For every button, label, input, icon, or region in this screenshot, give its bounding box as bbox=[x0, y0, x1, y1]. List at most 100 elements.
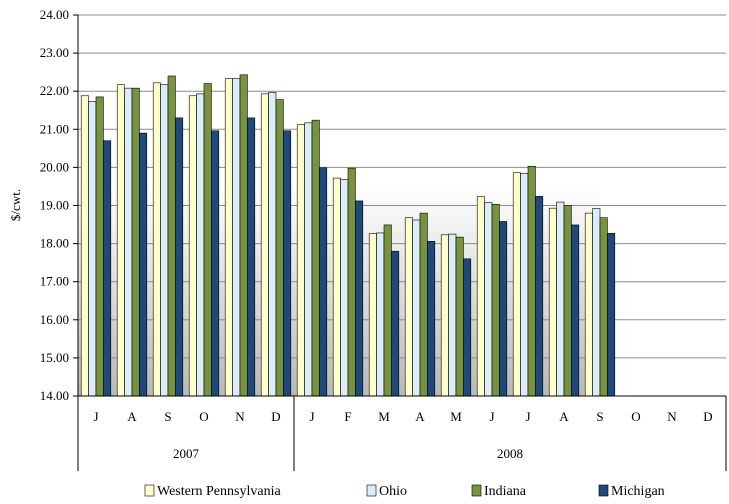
legend-label: Michigan bbox=[611, 484, 665, 499]
x-tick-label: A bbox=[127, 409, 137, 424]
y-tick-label: 22.00 bbox=[40, 83, 69, 98]
bar-indiana bbox=[275, 99, 284, 397]
y-tick-label: 20.00 bbox=[40, 159, 69, 174]
bar-michigan bbox=[319, 167, 328, 397]
x-tick-label: J bbox=[93, 409, 98, 424]
x-tick-label: N bbox=[235, 409, 245, 424]
bar-western-pennsylvania bbox=[224, 78, 233, 397]
bar-michigan bbox=[463, 258, 472, 397]
bar-ohio bbox=[340, 179, 349, 397]
legend-swatch bbox=[366, 484, 377, 497]
bar-indiana bbox=[203, 83, 212, 397]
bar-michigan bbox=[247, 117, 256, 397]
bar-indiana bbox=[167, 75, 176, 397]
bar-ohio bbox=[592, 208, 601, 397]
x-tick-label: F bbox=[344, 409, 351, 424]
bar-ohio bbox=[376, 232, 385, 397]
bar-ohio bbox=[268, 92, 277, 397]
x-tick-label: A bbox=[559, 409, 569, 424]
bar-ohio bbox=[556, 201, 565, 397]
bar-michigan bbox=[211, 130, 220, 397]
bar-indiana bbox=[311, 119, 320, 397]
bar-indiana bbox=[491, 204, 500, 397]
bar-western-pennsylvania bbox=[548, 207, 557, 397]
y-tick-label: 18.00 bbox=[40, 236, 69, 251]
legend-swatch bbox=[144, 484, 155, 497]
bar-michigan bbox=[175, 117, 184, 397]
x-tick-label: O bbox=[199, 409, 208, 424]
bar-ohio bbox=[124, 87, 133, 397]
bar-western-pennsylvania bbox=[188, 95, 197, 397]
bar-michigan bbox=[607, 233, 616, 397]
bar-michigan bbox=[427, 241, 436, 397]
bar-ohio bbox=[232, 78, 241, 397]
x-tick-label: M bbox=[378, 409, 390, 424]
bar-ohio bbox=[520, 173, 529, 397]
legend-label: Ohio bbox=[379, 484, 407, 499]
x-tick-label: D bbox=[703, 409, 712, 424]
bar-indiana bbox=[599, 217, 608, 397]
legend-label: Western Pennsylvania bbox=[157, 484, 281, 499]
x-tick-label: S bbox=[596, 409, 603, 424]
bar-indiana bbox=[563, 205, 572, 397]
bar-indiana bbox=[239, 74, 248, 397]
y-tick-label: 24.00 bbox=[40, 7, 69, 22]
y-tick-label: 16.00 bbox=[40, 312, 69, 327]
bar-indiana bbox=[455, 236, 464, 397]
bar-michigan bbox=[499, 221, 508, 397]
bar-western-pennsylvania bbox=[260, 93, 269, 397]
x-tick-label: J bbox=[309, 409, 314, 424]
x-tick-label: O bbox=[631, 409, 640, 424]
x-tick-label: D bbox=[271, 409, 280, 424]
legend-swatch bbox=[598, 484, 609, 497]
y-tick-label: 15.00 bbox=[40, 350, 69, 365]
x-tick-label: A bbox=[415, 409, 425, 424]
x-tick-label: N bbox=[667, 409, 677, 424]
bar-western-pennsylvania bbox=[152, 82, 161, 397]
legend-label: Indiana bbox=[484, 484, 527, 499]
bar-michigan bbox=[283, 130, 292, 397]
bar-ohio bbox=[484, 202, 493, 397]
bar-michigan bbox=[103, 140, 112, 397]
bar-western-pennsylvania bbox=[80, 95, 89, 397]
legend-swatch bbox=[471, 484, 482, 497]
bar-western-pennsylvania bbox=[404, 217, 413, 397]
y-tick-label: 23.00 bbox=[40, 45, 69, 60]
bar-ohio bbox=[88, 101, 97, 397]
y-tick-label: 14.00 bbox=[40, 388, 69, 403]
bar-ohio bbox=[196, 93, 205, 397]
bar-western-pennsylvania bbox=[476, 196, 485, 397]
x-tick-label: M bbox=[450, 409, 462, 424]
y-tick-label: 21.00 bbox=[40, 121, 69, 136]
x-tick-label: S bbox=[164, 409, 171, 424]
x-group-label: 2007 bbox=[173, 446, 200, 461]
bar-western-pennsylvania bbox=[116, 84, 125, 397]
bar-michigan bbox=[391, 250, 400, 397]
bar-michigan bbox=[139, 132, 148, 397]
bar-indiana bbox=[95, 96, 104, 397]
bar-western-pennsylvania bbox=[440, 234, 449, 397]
bar-ohio bbox=[304, 122, 313, 397]
bar-western-pennsylvania bbox=[368, 233, 377, 397]
bar-western-pennsylvania bbox=[296, 124, 305, 397]
bar-indiana bbox=[383, 224, 392, 397]
bar-western-pennsylvania bbox=[584, 212, 593, 397]
bar-western-pennsylvania bbox=[332, 177, 341, 397]
bar-indiana bbox=[347, 167, 356, 397]
bar-ohio bbox=[448, 233, 457, 397]
bar-michigan bbox=[571, 224, 580, 397]
y-tick-label: 17.00 bbox=[40, 274, 69, 289]
y-axis-title: $/cwt. bbox=[8, 189, 23, 221]
bar-michigan bbox=[535, 196, 544, 397]
bar-michigan bbox=[355, 200, 364, 397]
bar-ohio bbox=[412, 219, 421, 397]
x-group-label: 2008 bbox=[497, 446, 523, 461]
bar-ohio bbox=[160, 84, 169, 397]
y-tick-label: 19.00 bbox=[40, 198, 69, 213]
x-tick-label: J bbox=[525, 409, 530, 424]
bar-indiana bbox=[131, 87, 140, 397]
bar-indiana bbox=[419, 212, 428, 397]
x-tick-label: J bbox=[489, 409, 494, 424]
bar-western-pennsylvania bbox=[512, 172, 521, 397]
